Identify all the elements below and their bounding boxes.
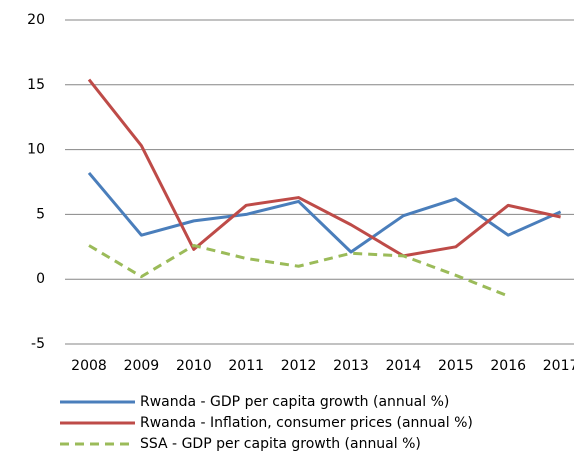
y-tick-label: 5 <box>36 206 45 222</box>
series-line <box>87 78 561 258</box>
y-tick-label: -5 <box>31 336 45 352</box>
x-tick-label: 2009 <box>124 358 160 374</box>
y-tick-label: 20 <box>27 12 45 28</box>
x-tick-label: 2011 <box>228 358 264 374</box>
y-tick-label: 10 <box>27 142 45 158</box>
x-tick-label: 2014 <box>386 358 422 374</box>
y-tick-label: 15 <box>27 77 45 93</box>
x-tick-label: 2017 <box>543 358 574 374</box>
series-line <box>88 244 509 298</box>
legend-label: Rwanda - GDP per capita growth (annual %… <box>140 394 449 410</box>
series-line <box>87 171 562 254</box>
x-tick-label: 2016 <box>490 358 526 374</box>
x-tick-label: 2012 <box>281 358 317 374</box>
legend-label: Rwanda - Inflation, consumer prices (ann… <box>140 415 473 431</box>
legend-label: SSA - GDP per capita growth (annual %) <box>140 436 421 452</box>
y-tick-label: 0 <box>36 271 45 287</box>
x-tick-label: 2010 <box>176 358 212 374</box>
x-tick-label: 2013 <box>333 358 369 374</box>
x-tick-label: 2008 <box>71 358 107 374</box>
x-tick-label: 2015 <box>438 358 474 374</box>
